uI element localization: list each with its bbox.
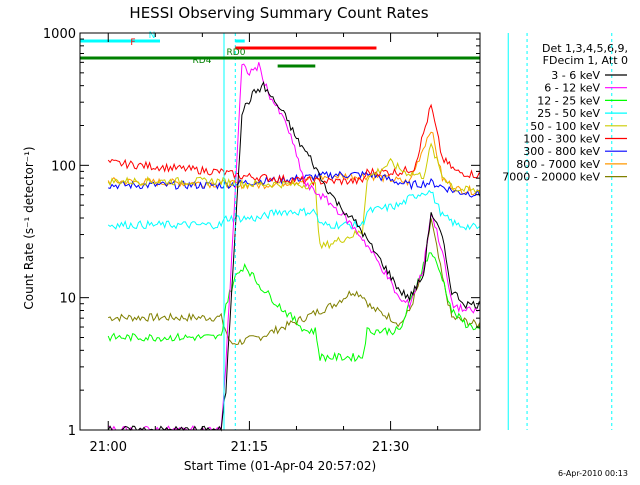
- legend-header-line-1: Det 1,3,4,5,6,9,: [542, 42, 628, 55]
- legend-label-100-300-kev: 100 - 300 keV: [523, 133, 600, 146]
- series-line-800-7000-kev: [107, 131, 481, 197]
- legend-label-300-800-kev: 300 - 800 keV: [523, 145, 600, 158]
- chart-title: HESSI Observing Summary Count Rates: [129, 4, 428, 22]
- legend-label-25-50-kev: 25 - 50 keV: [537, 107, 600, 120]
- x-tick-label: 21:15: [231, 440, 268, 455]
- legend-label-800-7000-kev: 800 - 7000 keV: [516, 158, 600, 171]
- y-tick-label: 1000: [43, 27, 76, 42]
- x-axis-label: Start Time (01-Apr-04 20:57:02): [184, 459, 376, 473]
- legend-label-6-12-kev: 6 - 12 keV: [544, 82, 600, 95]
- series-line-6-12-kev: [108, 62, 481, 432]
- legend-label-12-25-kev: 12 - 25 keV: [537, 94, 600, 107]
- series-line-7000-20000-kev: [108, 218, 481, 346]
- y-axis-label: Count Rate (s⁻¹ detector⁻¹): [22, 146, 36, 309]
- flag-label-f: F: [130, 38, 135, 48]
- y-tick-label: 1: [68, 424, 76, 439]
- series-line-50-100-kev: [107, 142, 481, 250]
- y-tick-label: 100: [51, 159, 76, 174]
- flag-bars: N F RD0 RD4: [80, 31, 480, 68]
- date-stamp: 6-Apr-2010 00:13: [558, 469, 628, 478]
- x-tick-label: 21:00: [90, 440, 127, 455]
- x-tick-label: 21:30: [372, 440, 409, 455]
- series-line-3-6-kev: [107, 80, 481, 432]
- legend-label-50-100-kev: 50 - 100 keV: [530, 120, 600, 133]
- plot-frame: [79, 32, 481, 431]
- flag-label-rd4: RD4: [193, 56, 212, 66]
- plot-area: [107, 33, 613, 432]
- y-tick-label: 10: [59, 292, 76, 307]
- series-line-25-50-kev: [107, 189, 481, 255]
- legend-label-3-6-kev: 3 - 6 keV: [551, 69, 600, 82]
- legend-header-line-2: FDecim 1, Att 0: [543, 54, 628, 67]
- axes: 1 10 100 1000 21:00 21:15 21:30: [43, 27, 481, 455]
- legend-label-7000-20000-kev: 7000 - 20000 keV: [502, 171, 600, 184]
- flag-label-n: N: [149, 31, 156, 41]
- flag-label-rd0: RD0: [227, 48, 246, 58]
